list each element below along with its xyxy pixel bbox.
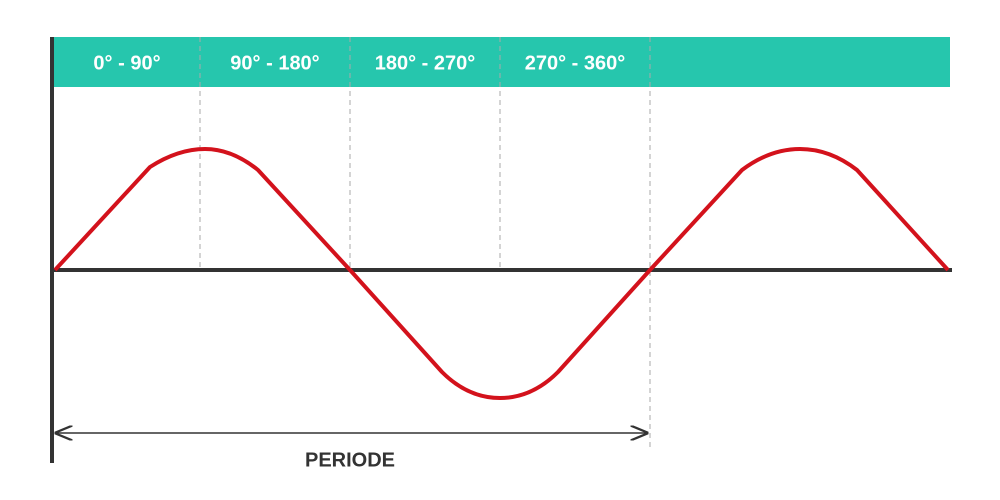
- period-label: PERIODE: [305, 449, 395, 471]
- segment-label: 180° - 270°: [375, 52, 476, 74]
- sine-wave: [53, 147, 950, 400]
- segment-label: 270° - 360°: [525, 52, 626, 74]
- segment-label: 90° - 180°: [230, 52, 319, 74]
- header-band: [52, 37, 950, 87]
- segment-label: 0° - 90°: [93, 52, 160, 74]
